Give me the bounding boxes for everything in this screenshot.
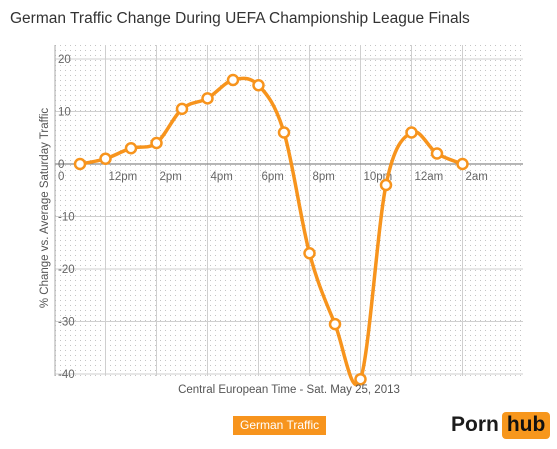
data-point	[405, 126, 418, 139]
y-tick-label: -30	[58, 317, 75, 329]
x-tick-label: 2pm	[160, 171, 182, 183]
y-tick-labels: 20 10 0 -10 -20 -30 -40	[58, 54, 75, 381]
y-tick-label: 0	[58, 159, 64, 171]
x-tick-labels: 0 12pm 2pm 4pm 6pm 8pm 10pm 12am 2am	[58, 171, 488, 183]
data-point	[379, 178, 393, 192]
data-point	[150, 136, 163, 150]
y-axis-title: % Change vs. Average Saturday Traffic	[39, 108, 51, 309]
x-grid-lines	[105, 45, 463, 376]
data-point	[303, 247, 316, 260]
legend-item-german-traffic[interactable]: German Traffic	[233, 416, 327, 435]
data-point	[328, 317, 342, 331]
data-point	[73, 157, 87, 171]
x-tick-label: 0	[58, 171, 64, 183]
plot-area	[55, 45, 523, 376]
data-point	[277, 126, 291, 139]
data-point	[124, 142, 138, 155]
y-grid-lines	[55, 58, 523, 375]
y-tick-label: -40	[58, 369, 75, 381]
data-points	[73, 73, 469, 386]
data-point	[201, 92, 214, 105]
chart-title: German Traffic Change During UEFA Champi…	[10, 10, 470, 27]
x-tick-label: 12pm	[109, 171, 138, 183]
x-tick-label: 6pm	[262, 171, 284, 183]
y-tick-label: 10	[58, 107, 71, 119]
x-tick-label: 2am	[466, 171, 488, 183]
pornhub-logo: Porn hub	[451, 410, 551, 440]
data-point	[252, 79, 265, 92]
y-tick-label: 20	[58, 54, 71, 66]
x-tick-label: 4pm	[211, 171, 233, 183]
logo-text-hub: hub	[501, 411, 551, 439]
logo-text-porn: Porn	[451, 413, 499, 436]
data-point	[430, 147, 444, 160]
x-tick-label: 8pm	[313, 171, 335, 183]
data-point	[456, 157, 469, 171]
data-point	[175, 102, 189, 116]
data-point	[226, 73, 240, 87]
x-axis-title: Central European Time - Sat. May 25, 201…	[178, 384, 400, 396]
x-tick-label: 12am	[415, 171, 444, 183]
y-tick-label: -10	[58, 212, 75, 224]
data-point	[354, 373, 367, 386]
data-point	[99, 152, 112, 165]
y-tick-label: -20	[58, 264, 75, 276]
